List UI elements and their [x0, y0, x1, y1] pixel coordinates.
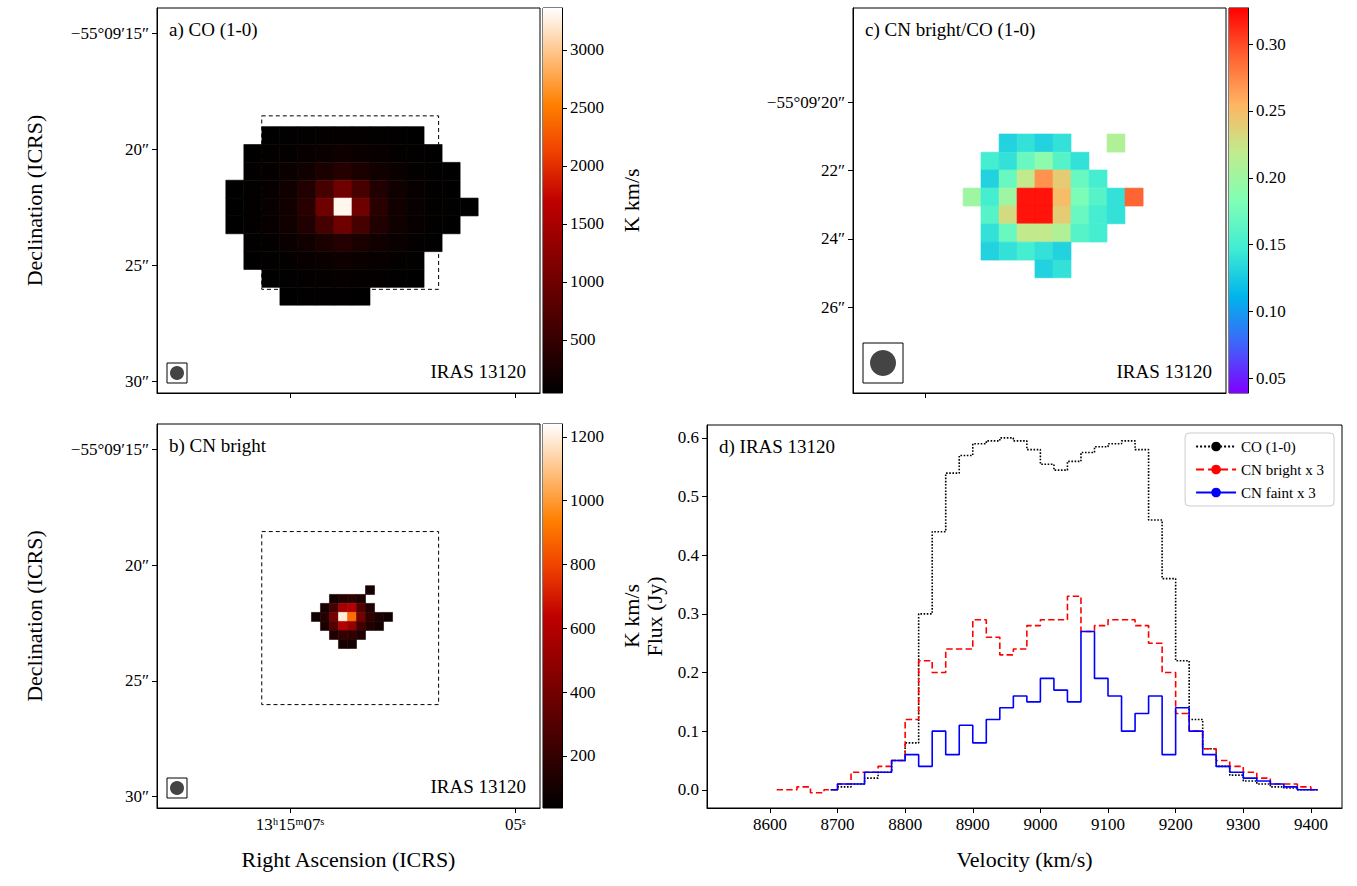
svg-text:d) IRAS 13120: d) IRAS 13120 — [719, 436, 835, 458]
svg-text:800: 800 — [570, 555, 596, 574]
svg-text:IRAS 13120: IRAS 13120 — [1116, 361, 1212, 382]
svg-text:−55°09′15″: −55°09′15″ — [71, 24, 149, 43]
svg-text:0.6: 0.6 — [678, 428, 699, 447]
svg-text:13ʰ15ᵐ07ˢ: 13ʰ15ᵐ07ˢ — [256, 815, 325, 834]
svg-text:30″: 30″ — [125, 372, 149, 391]
svg-text:22″: 22″ — [821, 161, 845, 180]
svg-text:400: 400 — [570, 683, 596, 702]
svg-text:0.15: 0.15 — [1256, 235, 1286, 254]
svg-text:Declination (ICRS): Declination (ICRS) — [22, 530, 47, 702]
svg-text:CN faint x 3: CN faint x 3 — [1241, 485, 1316, 501]
svg-text:Right Ascension (ICRS): Right Ascension (ICRS) — [242, 847, 456, 872]
svg-text:0.1: 0.1 — [678, 722, 699, 741]
svg-text:0.30: 0.30 — [1256, 35, 1286, 54]
svg-text:0.25: 0.25 — [1256, 101, 1286, 120]
svg-text:20″: 20″ — [125, 140, 149, 159]
svg-text:1000: 1000 — [570, 491, 604, 510]
svg-text:0.0: 0.0 — [678, 780, 699, 799]
svg-text:a) CO (1-0): a) CO (1-0) — [169, 19, 258, 41]
svg-text:25″: 25″ — [125, 256, 149, 275]
svg-text:8800: 8800 — [888, 815, 922, 834]
svg-text:9200: 9200 — [1159, 815, 1193, 834]
svg-text:0.05: 0.05 — [1256, 369, 1286, 388]
svg-text:K km/s: K km/s — [619, 584, 644, 648]
svg-text:CN bright x 3: CN bright x 3 — [1241, 462, 1324, 478]
svg-text:1200: 1200 — [570, 427, 604, 446]
svg-text:c) CN bright/CO (1-0): c) CN bright/CO (1-0) — [865, 19, 1035, 41]
svg-text:500: 500 — [570, 330, 596, 349]
svg-text:20″: 20″ — [125, 556, 149, 575]
svg-text:−55°09′20″: −55°09′20″ — [767, 93, 845, 112]
svg-text:0.3: 0.3 — [678, 604, 699, 623]
svg-text:0.20: 0.20 — [1256, 168, 1286, 187]
svg-text:Velocity (km/s): Velocity (km/s) — [956, 847, 1092, 872]
svg-text:26″: 26″ — [821, 298, 845, 317]
svg-text:600: 600 — [570, 619, 596, 638]
svg-text:9100: 9100 — [1091, 815, 1125, 834]
svg-text:3000: 3000 — [570, 40, 604, 59]
svg-text:Flux (Jy): Flux (Jy) — [642, 576, 667, 656]
svg-text:05ˢ: 05ˢ — [505, 815, 526, 834]
svg-text:IRAS 13120: IRAS 13120 — [430, 776, 526, 797]
svg-text:1500: 1500 — [570, 214, 604, 233]
svg-text:0.5: 0.5 — [678, 487, 699, 506]
svg-text:CO (1-0): CO (1-0) — [1241, 439, 1296, 456]
svg-text:9300: 9300 — [1226, 815, 1260, 834]
svg-text:K km/s: K km/s — [619, 168, 644, 232]
svg-text:−55°09′15″: −55°09′15″ — [71, 440, 149, 459]
svg-text:IRAS 13120: IRAS 13120 — [430, 361, 526, 382]
svg-text:0.2: 0.2 — [678, 663, 699, 682]
svg-text:9000: 9000 — [1023, 815, 1057, 834]
svg-text:b) CN bright: b) CN bright — [169, 435, 267, 457]
svg-text:30″: 30″ — [125, 787, 149, 806]
svg-text:24″: 24″ — [821, 229, 845, 248]
svg-text:8900: 8900 — [956, 815, 990, 834]
svg-text:200: 200 — [570, 746, 596, 765]
svg-text:Declination (ICRS): Declination (ICRS) — [22, 115, 47, 287]
svg-text:25″: 25″ — [125, 671, 149, 690]
svg-text:8700: 8700 — [821, 815, 855, 834]
svg-text:2500: 2500 — [570, 98, 604, 117]
svg-text:1000: 1000 — [570, 272, 604, 291]
svg-text:0.10: 0.10 — [1256, 302, 1286, 321]
svg-text:8600: 8600 — [753, 815, 787, 834]
svg-text:2000: 2000 — [570, 156, 604, 175]
svg-text:9400: 9400 — [1294, 815, 1328, 834]
svg-text:0.4: 0.4 — [678, 546, 700, 565]
